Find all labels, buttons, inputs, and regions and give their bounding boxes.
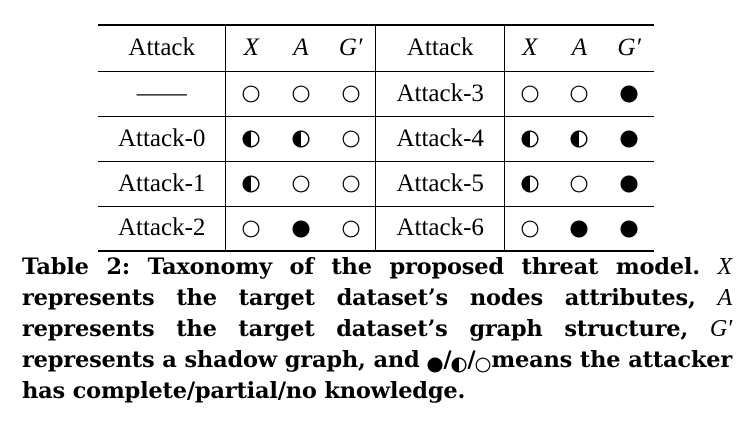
row-2-right-attack: Attack-5 [375, 161, 505, 206]
row-1-left-a [276, 116, 326, 161]
half-filled-circle-icon [521, 130, 539, 148]
row-0-right-x [504, 71, 554, 116]
filled-circle-icon [620, 130, 638, 148]
table-body: —— Attack-3 Attack-0 Attack-4 At [98, 71, 654, 251]
header-x-left: X [243, 34, 259, 62]
filled-circle-icon [620, 220, 638, 238]
header-a-right: A [571, 34, 588, 62]
row-2-left-g [325, 161, 377, 206]
row-2-left-x [226, 161, 276, 206]
half-filled-circle-icon [242, 130, 260, 148]
table-row: Attack-0 Attack-4 [98, 116, 654, 161]
row-1-right-x [504, 116, 554, 161]
filled-circle-icon [620, 175, 638, 193]
caption-text-1: represents the target dataset’s nodes at… [22, 285, 696, 311]
row-1-left-attack: Attack-0 [98, 116, 227, 161]
header-g-left: G′ [325, 25, 377, 71]
row-0-right-g [604, 71, 654, 116]
empty-circle-icon [342, 85, 360, 103]
filled-circle-icon [570, 220, 588, 238]
empty-circle-icon [292, 175, 310, 193]
empty-circle-icon [292, 85, 310, 103]
row-3-left-x [226, 206, 276, 251]
empty-circle-icon [242, 220, 260, 238]
caption-label: Table 2: [22, 254, 130, 280]
row-1-left-g [325, 116, 377, 161]
taxonomy-table: Attack X A G′ Attack X A G′ —— Attack-3 [98, 24, 654, 252]
header-attack-left: Attack [98, 25, 227, 71]
table-header-row: Attack X A G′ Attack X A G′ [98, 25, 654, 71]
filled-circle-icon [427, 351, 443, 373]
caption-var-x: X [717, 254, 733, 280]
row-1-right-attack: Attack-4 [375, 116, 505, 161]
half-filled-circle-icon [292, 130, 310, 148]
empty-circle-icon [570, 85, 588, 103]
caption-var-a: A [717, 285, 733, 311]
row-2-right-g [604, 161, 654, 206]
row-0-left-attack: —— [98, 71, 227, 116]
row-3-right-g [604, 206, 654, 251]
table-caption: Table 2: Taxonomy of the proposed threat… [22, 252, 732, 407]
caption-text-4: means the attacker has complete/partial/… [22, 347, 733, 404]
header-x-right: X [522, 34, 538, 62]
empty-circle-icon [475, 351, 491, 373]
row-2-left-attack: Attack-1 [98, 161, 227, 206]
header-attack-right: Attack [375, 25, 505, 71]
half-filled-circle-icon [570, 130, 588, 148]
row-1-left-x [226, 116, 276, 161]
caption-title: Taxonomy of the proposed threat model. [147, 254, 701, 280]
caption-sep-2: / [467, 347, 476, 373]
row-3-left-g [325, 206, 377, 251]
header-a-left: A [293, 34, 309, 62]
row-2-right-a [555, 161, 605, 206]
half-filled-circle-icon [451, 351, 467, 373]
row-3-right-attack: Attack-6 [375, 206, 505, 251]
row-2-right-x [504, 161, 554, 206]
caption-sep-1: / [443, 347, 452, 373]
caption-var-g: G′ [709, 316, 732, 342]
row-1-right-g [604, 116, 654, 161]
table-row: Attack-1 Attack-5 [98, 161, 654, 206]
empty-circle-icon [570, 175, 588, 193]
half-filled-circle-icon [242, 175, 260, 193]
row-3-right-x [504, 206, 554, 251]
empty-circle-icon [242, 85, 260, 103]
caption-text-3: represents a shadow graph, and [22, 347, 420, 373]
row-0-right-attack: Attack-3 [375, 71, 505, 116]
half-filled-circle-icon [521, 175, 539, 193]
empty-circle-icon [342, 220, 360, 238]
empty-circle-icon [342, 175, 360, 193]
empty-circle-icon [342, 130, 360, 148]
row-3-right-a [555, 206, 605, 251]
row-3-left-a [276, 206, 326, 251]
empty-circle-icon [521, 220, 539, 238]
row-0-left-x [226, 71, 276, 116]
row-2-left-a [276, 161, 326, 206]
row-1-right-a [555, 116, 605, 161]
taxonomy-table-wrapper: Attack X A G′ Attack X A G′ —— Attack-3 [98, 24, 654, 252]
row-3-left-attack: Attack-2 [98, 206, 227, 251]
row-0-left-a [276, 71, 326, 116]
table-row: —— Attack-3 [98, 71, 654, 116]
table-row: Attack-2 Attack-6 [98, 206, 654, 251]
caption-text-2: represents the target dataset’s graph st… [22, 316, 689, 342]
filled-circle-icon [620, 85, 638, 103]
row-0-right-a [555, 71, 605, 116]
row-0-left-g [325, 71, 377, 116]
filled-circle-icon [292, 220, 310, 238]
header-g-right: G′ [617, 34, 641, 62]
empty-circle-icon [521, 85, 539, 103]
